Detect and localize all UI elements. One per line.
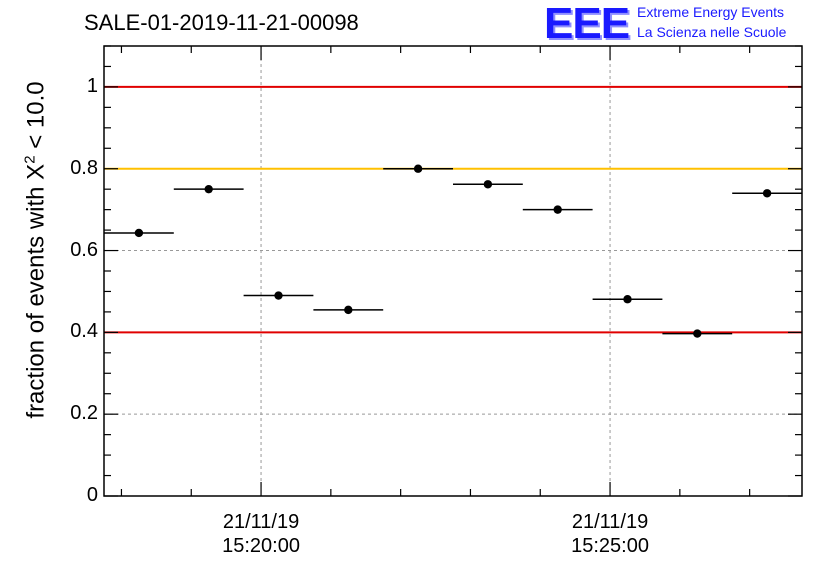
data-point bbox=[623, 295, 632, 304]
plot-frame bbox=[103, 45, 803, 497]
data-point bbox=[483, 180, 493, 189]
x-tick-time: 15:25:00 bbox=[571, 535, 649, 557]
x-tick-label: 21/11/19 15:25:00 bbox=[571, 510, 649, 558]
data-point bbox=[204, 184, 213, 194]
data-point bbox=[274, 291, 283, 300]
x-tick-time: 15:20:00 bbox=[222, 535, 300, 557]
eee-logo: EEE bbox=[544, 0, 630, 48]
x-tick-date: 21/11/19 bbox=[222, 511, 300, 533]
logo-line-2: La Scienza nelle Scuole bbox=[637, 24, 787, 40]
x-tick-date: 21/11/19 bbox=[571, 511, 649, 533]
data-point bbox=[762, 189, 772, 198]
data-point bbox=[693, 329, 702, 338]
y-tick-label: 0.2 bbox=[70, 402, 98, 425]
y-tick-label: 1 bbox=[86, 74, 98, 97]
data-point bbox=[553, 205, 562, 214]
y-tick-label: 0 bbox=[86, 484, 98, 506]
data-point bbox=[413, 164, 423, 173]
y-tick-label: 0.4 bbox=[70, 320, 98, 343]
x-tick-label: 21/11/19 15:20:00 bbox=[222, 510, 300, 558]
y-tick-label: 0.6 bbox=[70, 238, 98, 261]
logo-line-1: Extreme Energy Events bbox=[637, 4, 785, 20]
data-point bbox=[344, 305, 353, 315]
data-point bbox=[134, 228, 144, 238]
chart-title: SALE-01-2019-11-21-00098 bbox=[84, 10, 359, 35]
y-tick-label: 0.8 bbox=[70, 156, 98, 179]
